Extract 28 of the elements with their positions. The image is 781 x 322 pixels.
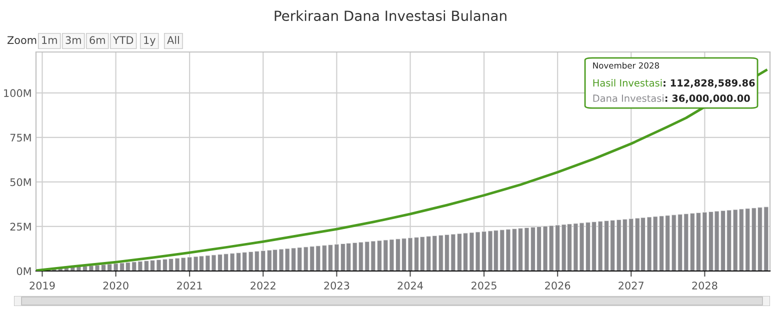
- annotation: : 36,000,000.00: [665, 94, 750, 104]
- text: 6m: [90, 36, 105, 44]
- x-tick-label: 2021: [177, 282, 202, 290]
- x-tick-label: 2024: [398, 282, 423, 290]
- text: Dana Investasi: [593, 94, 664, 102]
- x-tick-label: 2023: [324, 282, 350, 290]
- text: YTD: [112, 36, 134, 44]
- y-tick-label: 0M: [16, 267, 31, 276]
- annotation: November 2028: [593, 62, 660, 69]
- x-tick-label: 2019: [30, 282, 55, 290]
- text: Zoom: [7, 36, 36, 44]
- x-tick-label: 2028: [692, 282, 718, 290]
- y-tick-label: 25M: [10, 222, 31, 231]
- x-tick-label: 2022: [250, 282, 276, 290]
- x-tick-label: 2020: [103, 282, 128, 290]
- text: 1y: [144, 36, 156, 46]
- text: 1m: [42, 36, 57, 44]
- y-tick-label: 50M: [10, 178, 31, 186]
- text: Hasil Investasi: [593, 79, 662, 87]
- x-tick-label: 2025: [472, 282, 496, 290]
- x-tick-label: 2027: [618, 282, 644, 290]
- text: All: [167, 36, 179, 44]
- text: 3m: [66, 36, 81, 44]
- chart-title: Perkiraan Dana Investasi Bulanan: [274, 10, 506, 22]
- y-tick-label: 75M: [10, 134, 31, 142]
- y-tick-label: 100M: [4, 89, 31, 98]
- x-tick-label: 2026: [545, 282, 570, 290]
- annotation: : 112,828,589.86: [664, 79, 755, 88]
